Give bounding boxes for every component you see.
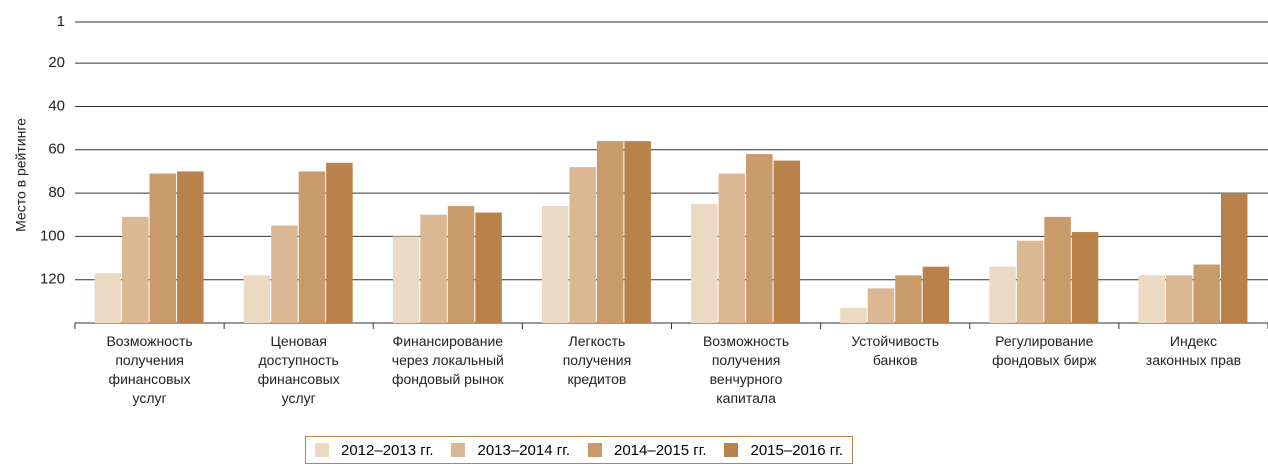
- y-tick-label: 120: [40, 271, 65, 288]
- bar: [569, 167, 596, 323]
- bar: [447, 206, 475, 323]
- bar: [541, 206, 569, 323]
- bar: [624, 141, 651, 323]
- bar: [94, 273, 122, 323]
- legend-label: 2015–2016 гг.: [750, 441, 844, 459]
- bar: [1071, 232, 1099, 323]
- x-tick-label: Индекс законных прав: [1145, 333, 1242, 368]
- bar: [243, 275, 271, 323]
- bar: [149, 173, 177, 323]
- bar: [867, 288, 895, 323]
- bar: [1165, 275, 1193, 323]
- x-tick-label: Легкость получения кредитов: [562, 333, 632, 387]
- bar: [1220, 193, 1248, 323]
- bar: [1016, 240, 1044, 323]
- x-tick-label: Возможность получения финансовых услуг: [106, 333, 193, 406]
- bar: [326, 162, 353, 323]
- bar: [746, 154, 773, 323]
- legend-swatch: [724, 443, 739, 457]
- bar: [1138, 275, 1165, 323]
- legend-item: 2013–2014 гг.: [451, 442, 570, 459]
- legend-swatch: [587, 443, 602, 457]
- legend-swatch: [314, 443, 329, 457]
- bar: [895, 275, 922, 323]
- legend-item: 2015–2016 гг.: [724, 442, 843, 459]
- bar: [177, 171, 204, 323]
- bar: [122, 216, 149, 323]
- bar: [1044, 216, 1071, 323]
- bar: [922, 266, 950, 323]
- x-tick-label: Возможность получения венчурного капитал…: [702, 333, 790, 406]
- y-tick-label: 20: [48, 54, 65, 71]
- y-tick-label: 100: [40, 227, 65, 244]
- legend-label: 2013–2014 гг.: [477, 441, 571, 459]
- x-tick-label: Финансирование через локальный фондовый …: [391, 333, 504, 387]
- bar: [840, 307, 867, 323]
- bar: [691, 203, 718, 323]
- x-tick-label: Ценовая доступность финансовых услуг: [257, 333, 340, 406]
- bar: [718, 173, 746, 323]
- y-tick-label: 60: [48, 141, 65, 158]
- y-tick-label: 40: [48, 97, 65, 114]
- bar: [392, 236, 420, 323]
- y-tick-label: 80: [48, 184, 65, 201]
- y-axis-label: Место в рейтинге: [13, 118, 29, 232]
- x-tick-label: Устойчивость банков: [851, 333, 940, 368]
- bar: [773, 160, 801, 323]
- legend-swatch: [451, 443, 466, 457]
- bar: [1193, 264, 1220, 323]
- bar: [989, 266, 1016, 323]
- y-tick-label: 1: [57, 13, 65, 30]
- legend-item: 2014–2015 гг.: [587, 441, 707, 459]
- legend-label: 2012–2013 гг.: [340, 441, 434, 459]
- bar: [420, 214, 447, 323]
- bar: [298, 171, 326, 323]
- bar: [271, 225, 298, 323]
- bar: [596, 141, 624, 323]
- legend-item: 2012–2013 гг.: [314, 441, 434, 459]
- bar: [475, 212, 502, 323]
- legend: 2012–2013 гг. 2013–2014 гг. 2014–2015 гг. 2…: [305, 436, 853, 464]
- legend-label: 2014–2015 гг.: [613, 441, 707, 459]
- x-tick-label: Регулирование фондовых бирж: [992, 333, 1097, 368]
